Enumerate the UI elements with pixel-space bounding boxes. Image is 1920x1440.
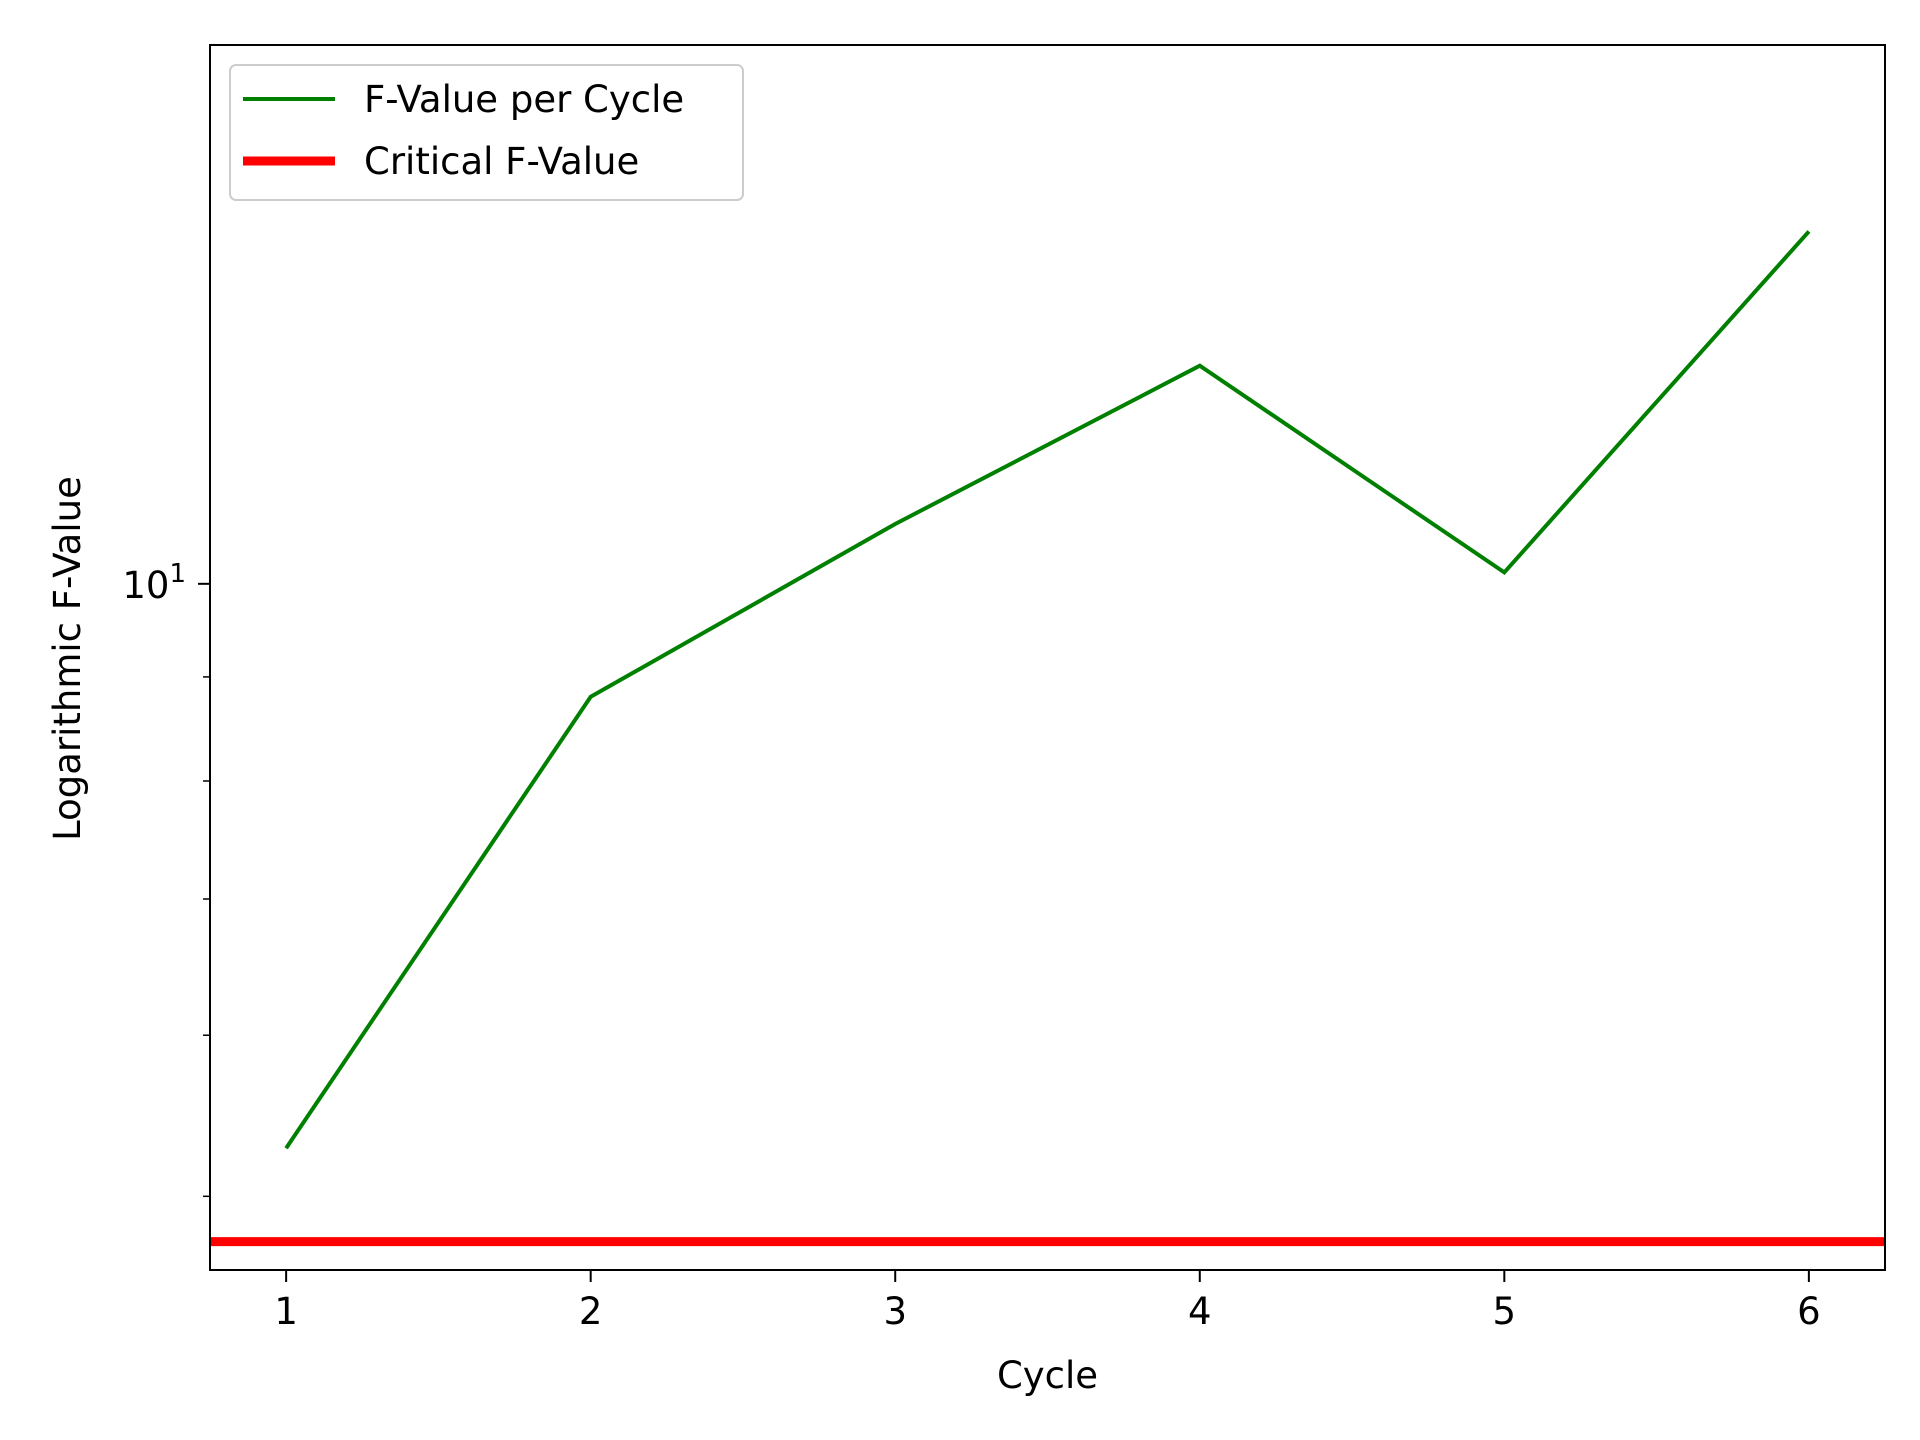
legend-label-critical: Critical F-Value bbox=[364, 140, 639, 183]
x-tick-label: 6 bbox=[1797, 1290, 1821, 1333]
axes-frame bbox=[209, 44, 1886, 1271]
x-tick-label: 3 bbox=[883, 1290, 907, 1333]
x-axis-ticks: 1 2 3 4 5 6 bbox=[274, 1270, 1821, 1333]
y-tick-label-10: 101 bbox=[122, 559, 186, 607]
f-value-series-line bbox=[284, 230, 1811, 1150]
x-tick-label: 5 bbox=[1493, 1290, 1517, 1333]
y-tick-label-exponent: 1 bbox=[169, 559, 186, 589]
y-tick-label-base: 10 bbox=[122, 564, 169, 607]
legend-box bbox=[229, 64, 744, 201]
legend-label-f-value: F-Value per Cycle bbox=[364, 78, 684, 121]
legend: F-Value per Cycle Critical F-Value bbox=[229, 64, 744, 201]
x-axis-label: Cycle bbox=[997, 1354, 1098, 1397]
plot-area bbox=[210, 230, 1885, 1247]
x-tick-label: 2 bbox=[579, 1290, 603, 1333]
y-axis-label: Logarithmic F-Value bbox=[46, 476, 89, 841]
y-axis-ticks bbox=[198, 582, 210, 1198]
x-tick-label: 4 bbox=[1188, 1290, 1212, 1333]
x-tick-label: 1 bbox=[274, 1290, 298, 1333]
